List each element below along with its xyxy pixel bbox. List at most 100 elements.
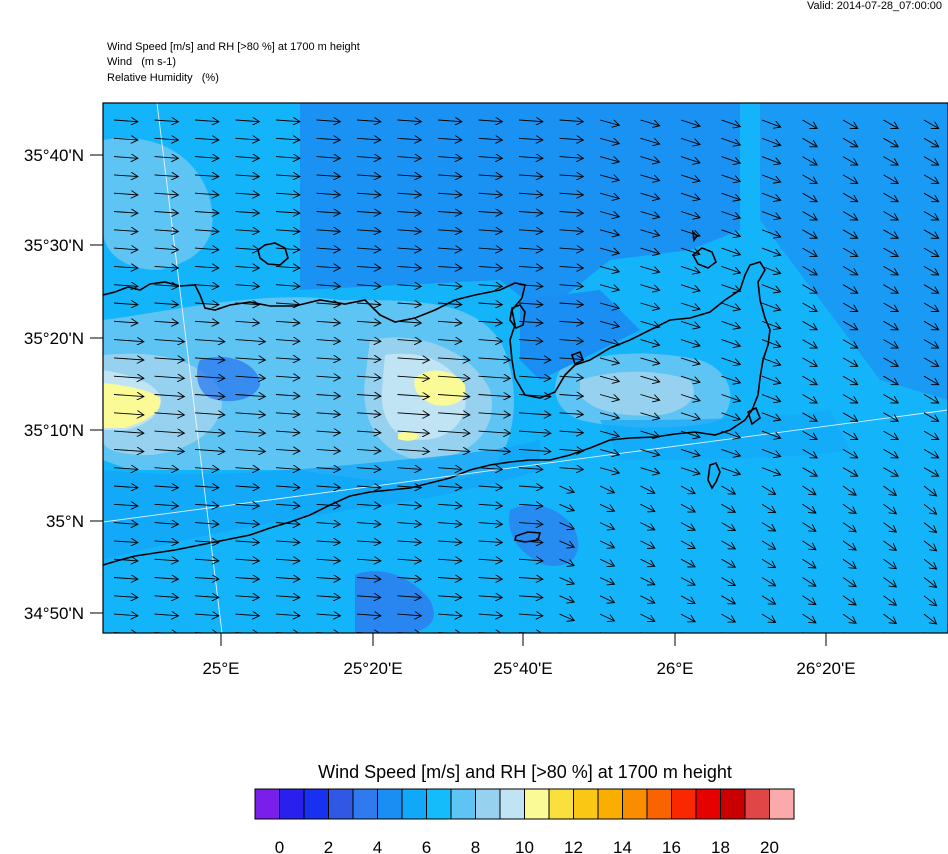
wind-arrow: [194, 138, 219, 140]
colorbar-swatch: [328, 788, 354, 820]
wind-arrow: [559, 358, 584, 360]
wind-arrow: [478, 303, 503, 305]
wind-arrow: [478, 212, 503, 214]
wind-arrow: [599, 394, 619, 400]
wind-arrow: [802, 595, 816, 605]
wind-arrow: [275, 486, 300, 488]
wind-arrow: [275, 578, 300, 580]
wind-arrow: [437, 212, 462, 214]
wind-arrow: [883, 503, 897, 514]
wind-arrow: [397, 230, 422, 232]
colorbar-title: Wind Speed [m/s] and RH [>80 %] at 1700 …: [318, 762, 732, 782]
wind-arrow: [761, 247, 781, 255]
wind-arrow: [518, 559, 543, 561]
wind-arrow: [356, 559, 381, 561]
wind-arrow: [518, 504, 543, 506]
colorbar: [254, 788, 795, 820]
wind-arrow: [356, 468, 381, 470]
wind-arrow: [923, 302, 939, 312]
colorbar-swatch: [622, 788, 648, 820]
wind-arrow: [802, 540, 816, 550]
wind-arrow: [113, 449, 144, 451]
wind-arrow: [721, 540, 736, 549]
wind-arrow: [761, 229, 781, 237]
wind-arrow: [802, 467, 818, 477]
wind-arrow: [316, 578, 341, 580]
wind-arrow: [397, 486, 422, 488]
wind-arrow: [397, 559, 422, 561]
wind-arrow: [680, 339, 700, 346]
wind-arrow: [721, 558, 736, 567]
wind-arrow: [235, 395, 266, 397]
wind-arrow: [842, 503, 856, 513]
wind-arrow: [235, 468, 260, 470]
wind-arrow: [275, 376, 300, 378]
wind-arrow: [640, 339, 660, 346]
wind-arrow: [883, 394, 899, 404]
wind-arrow: [154, 486, 179, 488]
wind-arrow: [842, 558, 856, 568]
wind-arrow: [680, 375, 700, 382]
wind-arrow: [599, 229, 619, 235]
wind-arrow: [478, 120, 503, 122]
wind-arrow: [356, 303, 381, 305]
wind-arrow: [356, 504, 381, 506]
wind-arrow: [356, 266, 381, 268]
wind-arrow: [518, 157, 543, 159]
wind-arrow: [721, 467, 741, 475]
wind-arrow: [802, 119, 818, 129]
wind-arrow: [397, 504, 422, 506]
wind-arrow: [235, 340, 266, 342]
wind-arrow: [478, 504, 503, 506]
wind-arrow: [316, 413, 341, 415]
wind-arrow: [316, 266, 341, 268]
colorbar-swatch: [769, 788, 795, 820]
wind-arrow: [113, 559, 138, 561]
wind-arrow: [842, 156, 858, 166]
wind-arrow: [802, 320, 818, 330]
wind-arrow: [316, 486, 341, 488]
wind-arrow: [235, 376, 266, 378]
wind-arrow: [518, 486, 543, 488]
wind-arrow: [518, 230, 543, 232]
wind-arrow: [842, 192, 858, 202]
wind-arrow: [113, 596, 138, 598]
wind-arrow: [680, 119, 700, 126]
wind-arrow: [842, 302, 858, 312]
wind-arrow: [883, 449, 899, 458]
wind-arrow: [235, 248, 260, 250]
wind-arrow: [113, 175, 138, 177]
wind-arrow: [883, 156, 899, 166]
wind-arrow: [680, 595, 695, 604]
wind-arrow: [316, 559, 341, 561]
wind-arrow: [680, 247, 700, 254]
wind-arrow: [478, 431, 511, 433]
colorbar-swatch: [279, 788, 305, 820]
wind-arrow: [235, 230, 260, 232]
wind-arrow: [154, 523, 179, 525]
wind-arrow: [397, 285, 422, 287]
wind-arrow: [194, 523, 219, 525]
wind-arrow: [194, 358, 225, 360]
wind-arrow: [842, 467, 858, 477]
wind-arrow: [154, 358, 185, 360]
wind-arrow: [397, 468, 422, 470]
wind-arrow: [923, 137, 939, 147]
wind-arrow: [923, 558, 937, 569]
wind-arrow: [923, 485, 937, 496]
wind-arrow: [599, 430, 619, 436]
wind-arrow: [154, 193, 179, 195]
wind-arrow: [113, 157, 138, 159]
wind-arrow: [194, 303, 219, 305]
wind-arrow: [478, 559, 503, 561]
wind-arrow: [397, 138, 422, 140]
wind-arrow: [923, 412, 939, 422]
wind-arrow: [923, 394, 939, 404]
wind-arrow: [761, 540, 776, 549]
wind-arrow: [275, 157, 300, 159]
wind-arrow: [518, 120, 543, 122]
wind-arrow: [883, 284, 899, 294]
colorbar-swatch: [303, 788, 329, 820]
wind-arrow: [518, 614, 543, 616]
wind-arrow: [113, 138, 138, 140]
